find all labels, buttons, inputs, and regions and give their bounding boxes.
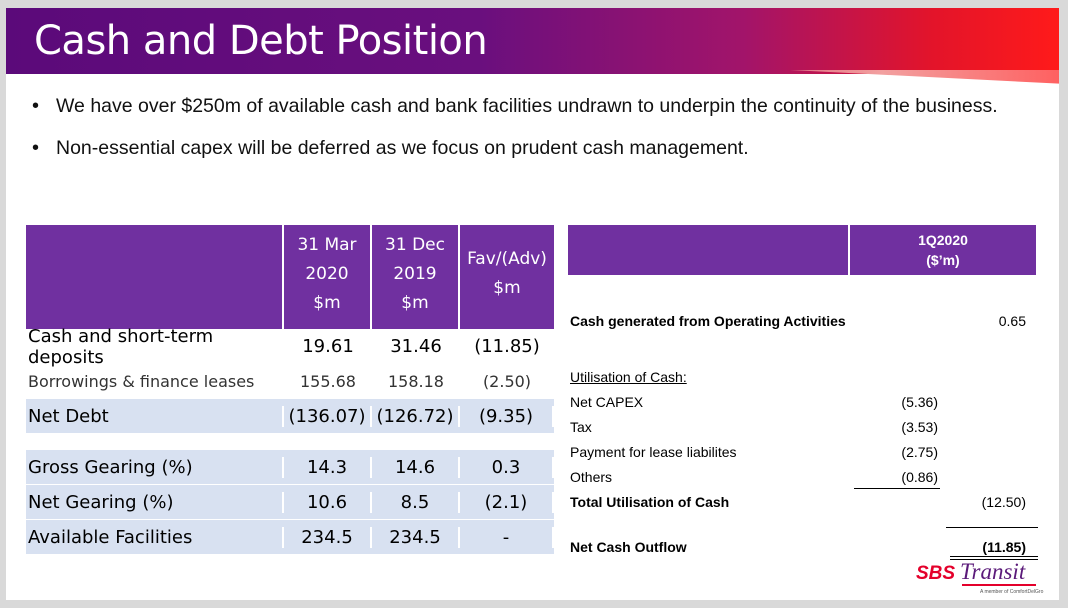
table-gap xyxy=(26,434,554,450)
cell-mar2020: 155.68 xyxy=(300,372,356,391)
cell-dec2019: 14.6 xyxy=(372,456,460,478)
logo-transit-text: Transit xyxy=(960,559,1026,584)
title-bar xyxy=(6,8,1059,74)
header-cell-fav-adv: Fav/(Adv) $m xyxy=(460,225,554,329)
cell-fav-adv: (2.1) xyxy=(460,491,554,513)
cell-fav-adv: - xyxy=(460,526,554,548)
header-cell-mar2020: 31 Mar 2020 $m xyxy=(284,225,372,329)
header-line: $m xyxy=(313,293,341,313)
net-cash-outflow-label: Net Cash Outflow xyxy=(570,539,687,555)
header-line: ($’m) xyxy=(926,252,960,268)
subtotal-rule xyxy=(854,488,940,489)
utilisation-item-label: Others xyxy=(570,469,613,485)
header-line: 2020 xyxy=(305,264,349,284)
utilisation-item-value: (2.75) xyxy=(901,444,938,460)
header-cell-dec2019: 31 Dec 2019 $m xyxy=(372,225,460,329)
cell-dec2019: 8.5 xyxy=(372,491,460,513)
slide: Cash and Debt Position We have over $250… xyxy=(6,8,1059,600)
operating-label: Cash generated from Operating Activities xyxy=(570,313,846,329)
row-label: Cash and short-term deposits xyxy=(28,325,214,368)
table-header: 1Q2020 ($’m) xyxy=(568,225,1038,275)
row-label: Borrowings & finance leases xyxy=(28,372,255,391)
utilisation-item-label: Payment for lease liabilites xyxy=(570,444,737,460)
cell-dec2019: 234.5 xyxy=(372,526,460,548)
row-label: Gross Gearing (%) xyxy=(26,456,284,478)
header-line: 31 Dec xyxy=(385,235,445,255)
operating-value: 0.65 xyxy=(998,313,1026,329)
cell-fav-adv: (2.50) xyxy=(482,372,532,391)
debt-position-table: 31 Mar 2020 $m 31 Dec 2019 $m Fav/(Adv) … xyxy=(26,225,554,555)
table-row: Net Gearing (%) 10.6 8.5 (2.1) xyxy=(26,485,554,520)
header-line: Fav/(Adv) xyxy=(467,249,547,269)
net-cash-outflow-value: (11.85) xyxy=(982,539,1026,555)
cell-fav-adv: 0.3 xyxy=(460,456,554,478)
bullet-item: Non-essential capex will be deferred as … xyxy=(28,134,1018,162)
header-line: $m xyxy=(493,278,521,298)
table-row: Available Facilities 234.5 234.5 - xyxy=(26,520,554,555)
logo-sbs-text: SBS xyxy=(916,563,956,584)
bullet-list: We have over $250m of available cash and… xyxy=(28,92,1018,176)
header-line: 2019 xyxy=(393,264,437,284)
double-rule-bottom xyxy=(950,559,1038,560)
total-utilisation-value: (12.50) xyxy=(981,494,1026,510)
utilisation-item-label: Net CAPEX xyxy=(570,394,644,410)
cell-mar2020: 14.3 xyxy=(284,456,372,478)
header-cell-blank xyxy=(568,225,850,275)
logo-swoosh xyxy=(962,584,1036,586)
table-row: Cash and short-term deposits 19.61 31.46… xyxy=(26,326,554,368)
row-label: Net Gearing (%) xyxy=(26,491,284,513)
utilisation-item-value: (3.53) xyxy=(901,419,938,435)
table-row: Net Debt (136.07) (126.72) (9.35) xyxy=(26,399,554,434)
table-row: Borrowings & finance leases 155.68 158.1… xyxy=(26,364,554,399)
cell-dec2019: 31.46 xyxy=(390,336,442,357)
table-header: 31 Mar 2020 $m 31 Dec 2019 $m Fav/(Adv) … xyxy=(26,225,554,329)
utilisation-item-label: Tax xyxy=(570,419,592,435)
cell-fav-adv: (11.85) xyxy=(474,336,540,357)
utilisation-item-value: (5.36) xyxy=(901,394,938,410)
cell-mar2020: 19.61 xyxy=(302,336,354,357)
double-rule-top xyxy=(950,556,1038,557)
slide-title: Cash and Debt Position xyxy=(34,18,488,64)
header-line: 31 Mar xyxy=(297,235,357,255)
cash-flow-table: 1Q2020 ($’m) Cash generated from Operati… xyxy=(568,225,1038,560)
cell-mar2020: (136.07) xyxy=(284,405,372,427)
total-utilisation-label: Total Utilisation of Cash xyxy=(570,494,730,510)
row-label: Net Debt xyxy=(26,405,284,427)
bullet-item: We have over $250m of available cash and… xyxy=(28,92,1018,120)
row-label: Available Facilities xyxy=(26,526,284,548)
cell-mar2020: 10.6 xyxy=(284,491,372,513)
cell-fav-adv: (9.35) xyxy=(460,405,554,427)
header-line: $m xyxy=(401,293,429,313)
utilisation-heading: Utilisation of Cash: xyxy=(570,369,687,385)
header-line: 1Q2020 xyxy=(918,232,968,248)
utilisation-item-value: (0.86) xyxy=(901,469,938,485)
header-cell-blank xyxy=(26,225,284,329)
cell-dec2019: (126.72) xyxy=(372,405,460,427)
header-cell-1q2020: 1Q2020 ($’m) xyxy=(850,225,1036,275)
cell-mar2020: 234.5 xyxy=(284,526,372,548)
logo-tagline: A member of ComfortDelGro xyxy=(980,589,1044,595)
cell-dec2019: 158.18 xyxy=(388,372,444,391)
sbs-transit-logo: SBS Transit A member of ComfortDelGro xyxy=(916,559,1044,597)
table-row: Gross Gearing (%) 14.3 14.6 0.3 xyxy=(26,450,554,485)
total-rule xyxy=(946,527,1038,528)
